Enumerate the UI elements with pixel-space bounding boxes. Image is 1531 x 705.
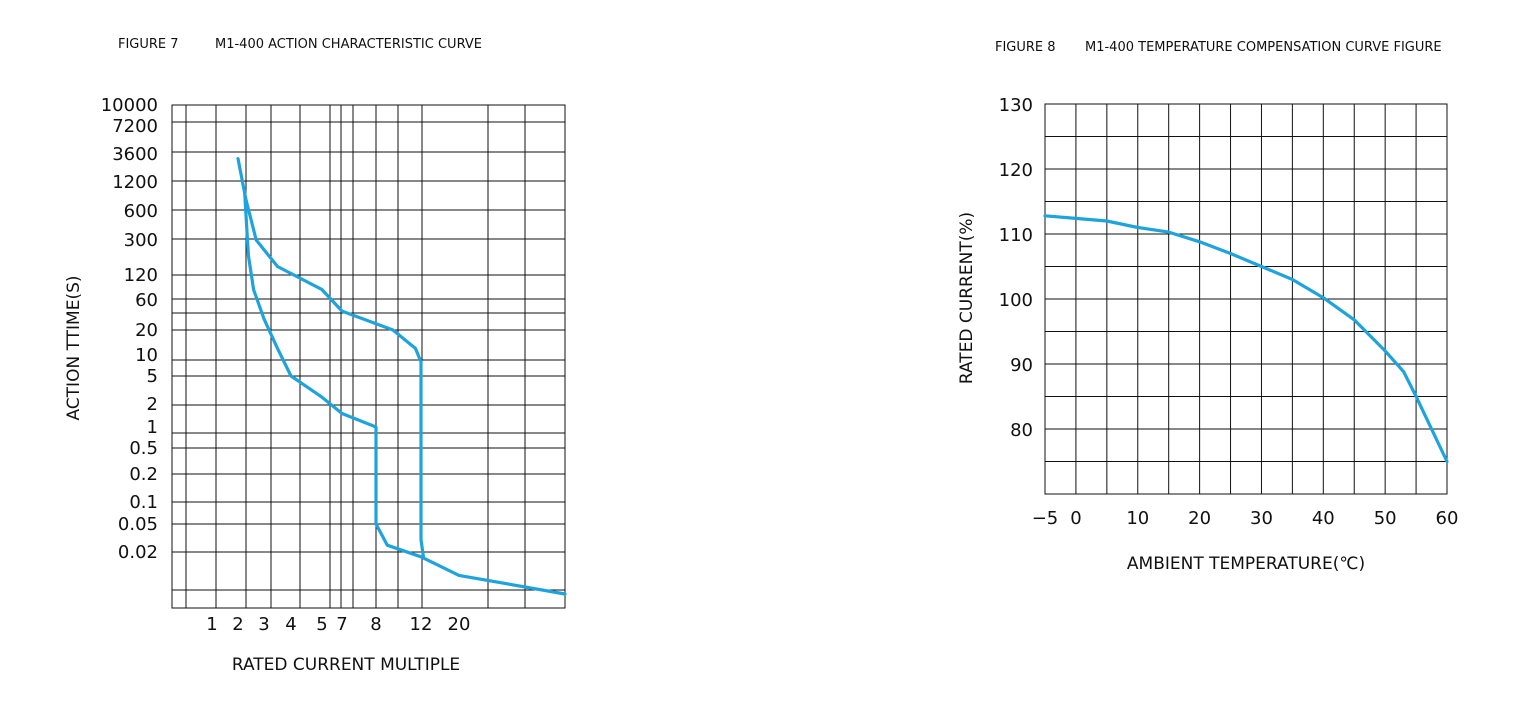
figure-8-y-tick-label: 130: [999, 95, 1033, 116]
figure-7-x-tick-label: 12: [410, 614, 433, 635]
figure-8-y-tick-label: 100: [999, 290, 1033, 311]
figure-7-y-tick-label: 7200: [112, 116, 158, 137]
figure-7-y-axis-label: ACTION TTIME(S): [64, 275, 84, 420]
figure-7-x-tick-label: 8: [370, 614, 381, 635]
figure-7-y-tick-label: 1: [147, 417, 158, 438]
figure-7-series-1-line: [242, 188, 567, 596]
figure-7-y-tick-label: 60: [135, 290, 158, 311]
figure-8-x-tick-label: 60: [1436, 508, 1459, 529]
figure-8-y-tick-label: 80: [1010, 420, 1033, 441]
figure-7-y-tick-label: 3600: [112, 144, 158, 165]
figure-8-x-tick-label: −5: [1032, 508, 1059, 529]
figure-7-y-tick-label: 0.05: [118, 514, 158, 535]
figure-7-y-tick-label: 20: [135, 320, 158, 341]
figure-8-curves: [1043, 214, 1449, 464]
figure-7-y-tick-label: 5: [147, 366, 158, 387]
figure-7-x-ticks: 1 2 3 4 5 7 8 12 20: [206, 614, 470, 635]
figure-7-y-tick-label: 0.2: [129, 464, 158, 485]
figure-7-y-tick-label: 300: [124, 230, 158, 251]
figure-7-x-tick-label: 2: [232, 614, 243, 635]
figure-7-x-tick-label: 7: [336, 614, 347, 635]
figure-8-x-tick-label: 50: [1374, 508, 1397, 529]
figure-8-grid: [1044, 103, 1448, 495]
figure-7-y-tick-label: 0.1: [129, 492, 158, 513]
figure-8-x-tick-label: 0: [1070, 508, 1081, 529]
figure-8-x-ticks: −5 0 10 20 30 40 50 60: [1032, 508, 1459, 529]
figure-8-x-tick-label: 10: [1126, 508, 1149, 529]
figure-8-label: FIGURE 8: [995, 40, 1056, 55]
figure-8-y-axis-label: RATED CURRENT(%): [957, 212, 977, 384]
figure-7-x-tick-label: 5: [316, 614, 327, 635]
figure-7-x-tick-label: 20: [448, 614, 471, 635]
figure-7-y-tick-label: 2: [147, 394, 158, 415]
figure-7-x-axis-label: RATED CURRENT MULTIPLE: [232, 655, 460, 675]
figure-7-y-tick-label: 600: [124, 201, 158, 222]
figure-7-x-tick-label: 3: [258, 614, 269, 635]
figure-7-y-tick-label: 10000: [101, 95, 158, 116]
figure-7: FIGURE 7 M1-400 ACTION CHARACTERISTIC CU…: [64, 37, 567, 675]
figure-7-y-tick-label: 0.5: [129, 438, 158, 459]
figure-7-y-tick-label: 120: [124, 265, 158, 286]
figure-7-x-tick-label: 4: [285, 614, 296, 635]
figure-7-y-tick-label: 1200: [112, 172, 158, 193]
figure-7-title: M1-400 ACTION CHARACTERISTIC CURVE: [215, 37, 482, 52]
figure-8-x-tick-label: 30: [1250, 508, 1273, 529]
figure-8-y-tick-label: 120: [999, 160, 1033, 181]
figure-8: FIGURE 8 M1-400 TEMPERATURE COMPENSATION…: [957, 40, 1458, 574]
figure-8-x-axis-label: AMBIENT TEMPERATURE(℃): [1127, 554, 1365, 574]
figure-7-series-2-line: [236, 157, 425, 559]
figure-7-y-tick-label: 10: [135, 345, 158, 366]
figure-7-label: FIGURE 7: [118, 37, 179, 52]
figure-8-y-ticks: 130 120 110 100 90 80: [999, 95, 1033, 441]
figure-7-curves: [236, 157, 567, 596]
figure-7-y-tick-label: 0.02: [118, 542, 158, 563]
figure-8-series-1-line: [1043, 214, 1449, 464]
figure-8-title: M1-400 TEMPERATURE COMPENSATION CURVE FI…: [1085, 40, 1442, 55]
figure-8-x-tick-label: 20: [1188, 508, 1211, 529]
figure-8-y-tick-label: 110: [999, 225, 1033, 246]
figure-7-frame: [171, 104, 566, 609]
figure-8-x-tick-label: 40: [1312, 508, 1335, 529]
figure-7-grid: [171, 104, 566, 609]
figure-8-y-tick-label: 90: [1010, 355, 1033, 376]
figure-7-x-tick-label: 1: [206, 614, 217, 635]
